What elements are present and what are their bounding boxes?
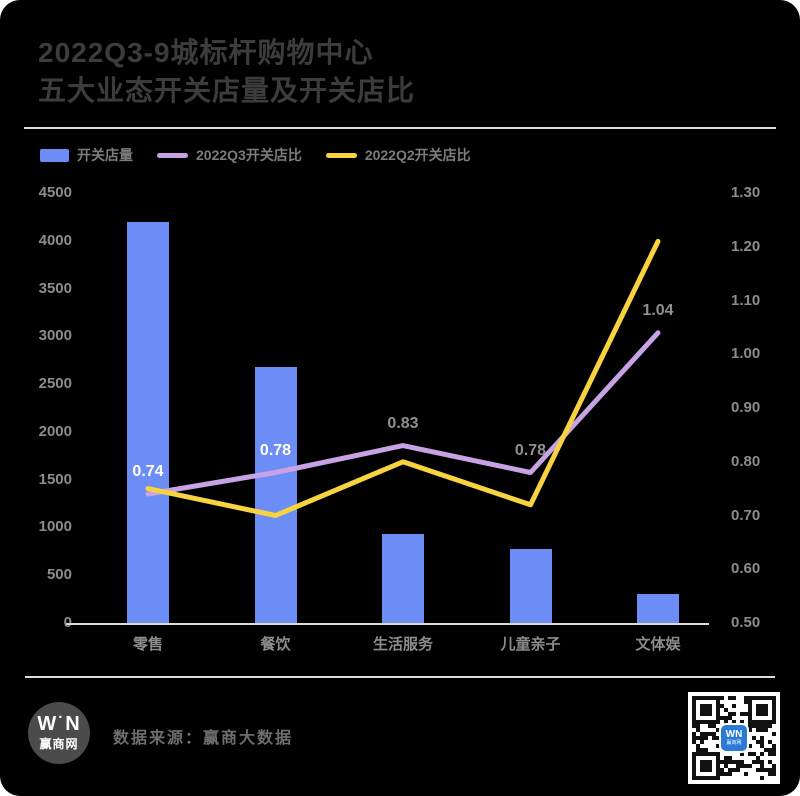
qr-logo-word: WN: [725, 729, 743, 740]
bar-餐饮: [254, 366, 297, 623]
right-axis-tick: 1.10: [731, 291, 761, 309]
logo-n: N: [65, 712, 81, 735]
line-series-svg: [145, 238, 661, 518]
qr-pattern: [692, 696, 776, 780]
right-axis-tick: 0.50: [731, 614, 761, 631]
point-label: 1.04: [642, 301, 674, 319]
left-axis-tick: 500: [46, 566, 72, 584]
legend-label: 2022Q3开关店比: [196, 147, 302, 163]
legend-item-q2-line: 2022Q2开关店比: [325, 145, 471, 165]
title-line-1: 2022Q3-9城标杆购物中心: [38, 37, 374, 68]
right-axis-tick: 0.80: [731, 452, 761, 470]
left-axis-tick: 1000: [38, 518, 72, 536]
legend-item-bar: 开关店量: [40, 145, 133, 165]
point-label: 0.78: [259, 441, 292, 459]
logo-w: W: [37, 712, 58, 735]
left-axis-tick: 2500: [38, 375, 72, 393]
left-axis-tick: 3500: [38, 279, 72, 297]
right-axis-tick: 1.20: [731, 237, 761, 255]
left-axis-tick: 2000: [38, 422, 72, 440]
winshang-logo-word: W · N: [37, 709, 81, 735]
category-label: 生活服务: [372, 636, 433, 653]
right-axis-tick: 0.60: [731, 560, 761, 578]
x-axis-line: [66, 623, 709, 625]
bar-儿童亲子: [509, 548, 552, 623]
category-label: 餐饮: [260, 636, 291, 653]
qr-logo-site: 赢商网: [726, 740, 742, 746]
logo-site-name: 赢商网: [39, 736, 79, 751]
category-label: 零售: [132, 636, 163, 653]
qr-code: WN 赢商网: [688, 692, 780, 784]
right-axis-tick: 1.30: [731, 184, 761, 201]
bar-生活服务: [382, 534, 424, 623]
right-axis-tick: 0.70: [731, 506, 761, 524]
point-label: 0.83: [387, 414, 419, 432]
category-label: 文体娱: [635, 636, 681, 653]
right-axis-tick: 0.90: [731, 399, 761, 416]
left-axis-tick: 4500: [38, 184, 72, 201]
legend-q3-line-swatch: [157, 152, 188, 158]
line-2022Q2开关店比: [145, 238, 661, 518]
legend-bar-swatch: [40, 148, 69, 162]
point-label: 0.74: [132, 463, 164, 480]
left-axis-tick: 0: [16, 614, 72, 632]
legend-label: 2022Q2开关店比: [364, 147, 471, 163]
page-title: 2022Q3-9城标杆购物中心 五大业态开关店量及开关店比: [38, 34, 415, 110]
footer-divider: [25, 676, 775, 678]
right-axis-tick: 1.00: [731, 345, 761, 363]
legend-q2-line-swatch: [325, 152, 357, 158]
bar-文体娱: [637, 594, 679, 623]
data-source-label: 数据来源：赢商大数据: [113, 730, 294, 747]
point-label: 0.78: [514, 441, 547, 459]
legend-label: 开关店量: [77, 147, 133, 163]
qr-center-logo: WN 赢商网: [721, 725, 747, 751]
category-label: 儿童亲子: [500, 636, 561, 653]
left-axis-tick: 1500: [38, 470, 72, 488]
chart-legend: 开关店量 2022Q3开关店比 2022Q2开关店比: [40, 145, 485, 165]
left-axis-tick: 3000: [38, 327, 72, 345]
left-axis-tick: 4000: [38, 231, 72, 249]
line-2022Q3开关店比: [145, 330, 661, 497]
logo-dot: ·: [58, 708, 65, 726]
title-divider: [24, 127, 776, 129]
bar-零售: [127, 221, 169, 623]
title-line-2: 五大业态开关店量及开关店比: [38, 75, 416, 106]
legend-item-q3-line: 2022Q3开关店比: [157, 145, 302, 165]
winshang-logo: W · N 赢商网: [28, 702, 90, 764]
